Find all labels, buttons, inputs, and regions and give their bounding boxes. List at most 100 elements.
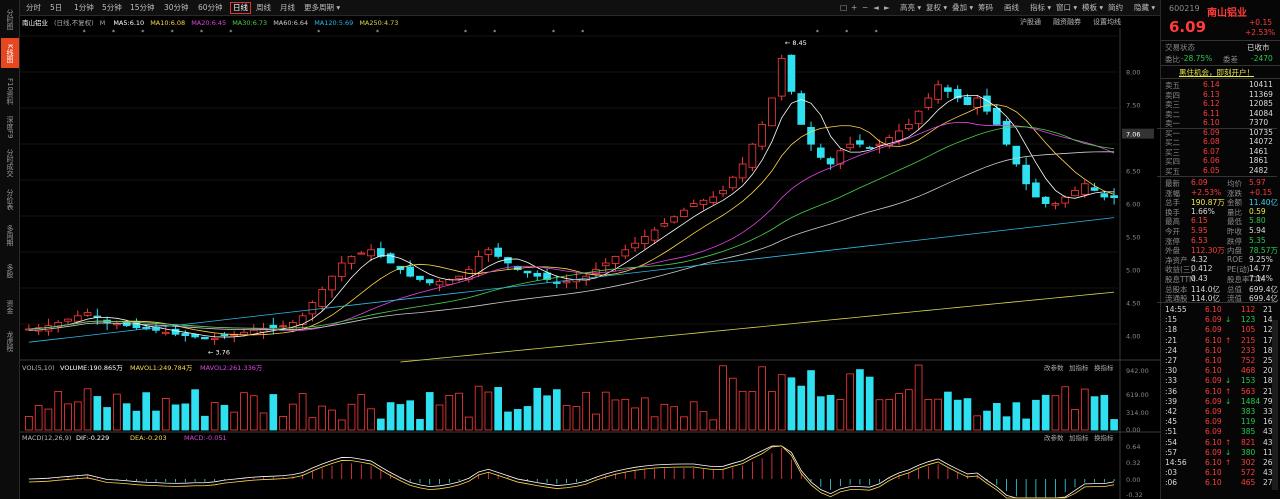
candle bbox=[533, 272, 542, 277]
leftnav-0[interactable]: 分时图 bbox=[6, 8, 14, 30]
leftnav-7[interactable]: 多股 bbox=[6, 264, 14, 278]
zoom-control-0[interactable]: □ bbox=[840, 3, 848, 12]
period-tab-2[interactable]: 1分钟 bbox=[74, 3, 94, 12]
open-account-banner[interactable]: 黑住机会，即刻开户！ bbox=[1179, 68, 1254, 77]
event-marker[interactable]: * bbox=[171, 29, 174, 36]
period-tab-1[interactable]: 5日 bbox=[50, 3, 63, 12]
tick-row: :42 6.09 383 33 bbox=[1165, 407, 1273, 416]
candle bbox=[64, 318, 72, 322]
volume-btn-1[interactable]: 加指标 bbox=[1069, 363, 1089, 372]
order-book-row: 卖五 6.14 10411 bbox=[1165, 80, 1273, 90]
tick-row: :33 6.09 ↓ 153 18 bbox=[1165, 376, 1273, 386]
macd-axis-label: 0.64 bbox=[1126, 443, 1140, 451]
event-marker[interactable]: * bbox=[229, 29, 232, 36]
period-tab-4[interactable]: 15分钟 bbox=[130, 3, 155, 12]
candle bbox=[504, 257, 512, 264]
macd-btn-2[interactable]: 换指标 bbox=[1094, 433, 1114, 442]
volume-bar bbox=[416, 419, 424, 431]
event-marker[interactable]: * bbox=[816, 29, 819, 36]
ma5-line bbox=[28, 94, 1115, 338]
volume-bar bbox=[83, 388, 92, 431]
macd-btn-1[interactable]: 加指标 bbox=[1069, 433, 1089, 442]
volume-bar bbox=[73, 401, 82, 431]
zoom-control-4[interactable]: ► bbox=[884, 3, 890, 12]
toolbar-menu-6[interactable]: 窗口 ▾ bbox=[1056, 3, 1078, 12]
event-marker[interactable]: * bbox=[83, 29, 86, 36]
toolbar-menu-8[interactable]: 简约 bbox=[1108, 3, 1123, 12]
volume-axis-label: 619.00 bbox=[1126, 391, 1149, 399]
tick-row: :39 6.09 ↓ 1484 79 bbox=[1165, 396, 1273, 406]
low-price-label: ← 3.76 bbox=[208, 348, 230, 356]
leftnav-4[interactable]: 分时成交 bbox=[6, 149, 14, 177]
period-tab-7[interactable]: 日线 bbox=[230, 2, 251, 14]
event-marker[interactable]: * bbox=[200, 29, 203, 36]
volume-bar bbox=[386, 402, 395, 431]
event-marker[interactable]: * bbox=[875, 29, 878, 36]
period-tab-5[interactable]: 30分钟 bbox=[164, 3, 189, 12]
volume-bar bbox=[1071, 408, 1079, 431]
toolbar-menu-9[interactable]: 隐藏 ▾ bbox=[1134, 3, 1156, 12]
leftnav-8[interactable]: 资金 bbox=[6, 300, 14, 314]
period-tab-0[interactable]: 分时 bbox=[26, 3, 41, 12]
candle bbox=[337, 262, 346, 277]
chart-link-0[interactable]: 沪股通 bbox=[1020, 18, 1041, 26]
event-marker[interactable]: * bbox=[845, 29, 848, 36]
toolbar-menu-3[interactable]: 筹码 bbox=[978, 3, 993, 12]
leftnav-5[interactable]: 分价表 bbox=[6, 188, 14, 210]
event-marker[interactable]: * bbox=[464, 29, 467, 36]
candle bbox=[924, 97, 933, 108]
chart-link-2[interactable]: 设置均线 bbox=[1093, 18, 1121, 26]
toolbar-menu-5[interactable]: 指标 ▾ bbox=[1030, 3, 1052, 12]
period-tab-3[interactable]: 5分钟 bbox=[102, 3, 122, 12]
volume-bar bbox=[895, 393, 903, 431]
stat-row: 涨幅 +2.53% 涨跌 +0.15 bbox=[1165, 187, 1272, 198]
toolbar-menu-4[interactable]: 画线 bbox=[1004, 3, 1019, 12]
period-tab-6[interactable]: 60分钟 bbox=[198, 3, 223, 12]
event-marker[interactable]: * bbox=[581, 29, 584, 36]
toolbar-menu-1[interactable]: 复权 ▾ bbox=[926, 3, 948, 12]
zoom-control-3[interactable]: ◄ bbox=[873, 3, 879, 12]
event-marker[interactable]: * bbox=[552, 29, 555, 36]
event-marker[interactable]: * bbox=[376, 29, 379, 36]
candle bbox=[1100, 193, 1109, 198]
volume-btn-2[interactable]: 换指标 bbox=[1094, 363, 1114, 372]
volume-bar bbox=[641, 397, 649, 431]
volume-bar bbox=[826, 394, 835, 431]
kline-chart[interactable]: 8.00 7.50 7.06 6.50 6.00 5.50 5.00 4.50 4.00 ← 8.… bbox=[20, 28, 1160, 499]
leftnav-2[interactable]: F10资料 bbox=[6, 77, 14, 105]
toolbar-menu-2[interactable]: 叠加 ▾ bbox=[952, 3, 974, 12]
leftnav-1[interactable]: K线图 bbox=[1, 38, 19, 68]
candle bbox=[797, 93, 806, 125]
leftnav-3[interactable]: 深度F9 bbox=[6, 115, 14, 139]
period-tab-9[interactable]: 月线 bbox=[280, 3, 295, 12]
toolbar-menu-0[interactable]: 高亮 ▾ bbox=[900, 3, 922, 12]
leftnav-9[interactable]: 龙虎榜 bbox=[6, 330, 14, 352]
volume-bar bbox=[103, 407, 111, 431]
toolbar-menu-7[interactable]: 模板 ▾ bbox=[1082, 3, 1104, 12]
zoom-control-2[interactable]: − bbox=[862, 3, 869, 12]
leftnav-6[interactable]: 多周期 bbox=[6, 224, 14, 246]
volume-bar bbox=[787, 377, 796, 431]
ma30-line bbox=[28, 126, 1115, 330]
period-tab-10[interactable]: 更多周期 ▾ bbox=[304, 3, 341, 12]
candle bbox=[641, 236, 649, 245]
event-marker[interactable]: * bbox=[493, 29, 496, 36]
volume-btn-0[interactable]: 改参数 bbox=[1044, 363, 1064, 372]
volume-bar bbox=[592, 413, 600, 431]
event-marker[interactable]: * bbox=[317, 29, 320, 36]
macd-btn-0[interactable]: 改参数 bbox=[1044, 433, 1064, 442]
period-tab-8[interactable]: 周线 bbox=[256, 3, 271, 12]
ma20-line bbox=[28, 121, 1115, 332]
chart-link-1[interactable]: 融资融券 bbox=[1053, 18, 1081, 26]
tick-row: 14:56 6.10 ↑ 302 26 bbox=[1165, 458, 1273, 467]
stock-name-label: 南山铝业 bbox=[22, 19, 48, 27]
event-marker[interactable]: * bbox=[141, 29, 144, 36]
price-axis-label: 6.50 bbox=[1126, 168, 1140, 176]
volume-bar bbox=[1090, 396, 1099, 431]
zoom-control-1[interactable]: + bbox=[851, 3, 858, 12]
candle bbox=[856, 140, 864, 145]
event-marker[interactable]: * bbox=[112, 29, 115, 36]
candle bbox=[298, 315, 307, 326]
candle bbox=[699, 199, 708, 205]
tick-scrollbar[interactable] bbox=[1272, 320, 1278, 490]
